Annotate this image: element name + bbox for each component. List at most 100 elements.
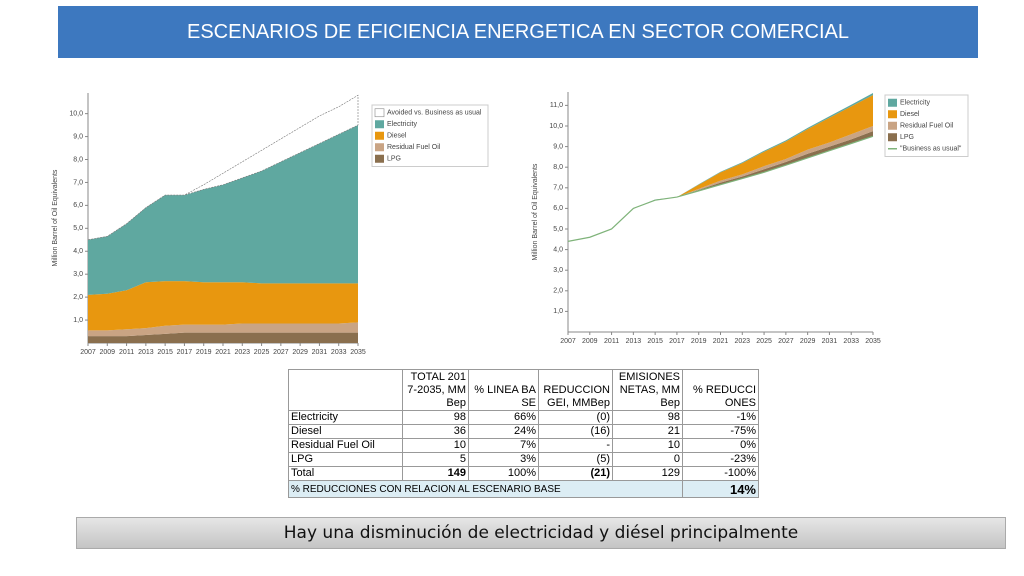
legend-label: Electricity xyxy=(387,121,417,128)
y-tick-label: 10,0 xyxy=(549,123,563,130)
y-tick-label: 5,0 xyxy=(553,226,563,233)
x-tick-label: 2013 xyxy=(626,338,642,345)
column-header: % REDUCCIONES xyxy=(682,369,759,411)
footer-row: % REDUCCIONES CON RELACION AL ESCENARIO … xyxy=(288,480,759,498)
x-tick-label: 2033 xyxy=(331,349,347,356)
y-tick-label: 5,0 xyxy=(73,225,83,232)
y-tick-label: 8,0 xyxy=(73,156,83,163)
table-cell: (0) xyxy=(538,410,613,425)
legend-box xyxy=(371,104,489,167)
y-tick-label: 10,0 xyxy=(69,110,83,117)
legend-label: Residual Fuel Oil xyxy=(387,144,441,151)
column-header: REDUCCION GEI, MMBep xyxy=(538,369,613,411)
y-tick-label: 1,0 xyxy=(553,308,563,315)
x-tick-label: 2035 xyxy=(865,338,881,345)
y-tick-label: 9,0 xyxy=(553,143,563,150)
legend-label: Diesel xyxy=(387,133,407,140)
table-cell: 5 xyxy=(402,452,469,467)
x-tick-label: 2015 xyxy=(647,338,663,345)
table-cell: -75% xyxy=(682,424,759,439)
y-tick-label: 3,0 xyxy=(73,271,83,278)
table-cell: (21) xyxy=(538,466,613,481)
x-tick-label: 2007 xyxy=(80,349,96,356)
table-cell: 10 xyxy=(612,438,683,453)
legend-label: LPG xyxy=(387,156,401,163)
area xyxy=(88,281,358,331)
x-tick-label: 2027 xyxy=(273,349,289,356)
table-cell: 7% xyxy=(468,438,539,453)
x-tick-label: 2009 xyxy=(99,349,115,356)
area xyxy=(568,93,873,242)
legend-swatch xyxy=(375,143,384,152)
x-tick-label: 2033 xyxy=(843,338,859,345)
footer-value: 14% xyxy=(682,480,759,498)
table-cell: - xyxy=(538,438,613,453)
line xyxy=(567,135,874,242)
area xyxy=(87,94,359,241)
table-cell: 98 xyxy=(612,410,683,425)
y-axis-label: Million Barrel of Oil Equivalents xyxy=(52,169,59,266)
area xyxy=(88,332,358,343)
y-tick-label: 3,0 xyxy=(553,267,563,274)
x-tick-label: 2025 xyxy=(254,349,270,356)
y-tick-label: 7,0 xyxy=(73,179,83,186)
legend-box xyxy=(884,94,969,157)
table-cell: 3% xyxy=(468,452,539,467)
x-tick-label: 2027 xyxy=(778,338,794,345)
data-table: TOTAL 2017-2035, MMBep% LINEA BASE REDUCC… xyxy=(288,369,759,498)
table-cell: Diesel xyxy=(288,424,403,439)
legend-label: "Business as usual" xyxy=(900,146,962,153)
x-tick-label: 2011 xyxy=(604,338,619,345)
legend-swatch xyxy=(375,131,384,140)
legend-swatch xyxy=(375,154,384,163)
column-header: % LINEA BASE xyxy=(468,369,539,411)
x-tick-label: 2019 xyxy=(691,338,707,345)
caption: Hay una disminución de electricidad y di… xyxy=(76,517,1006,549)
y-tick-label: 11,0 xyxy=(550,102,563,109)
area xyxy=(568,95,873,242)
x-tick-label: 2025 xyxy=(756,338,772,345)
x-tick-label: 2017 xyxy=(177,349,193,356)
legend-swatch xyxy=(888,98,897,107)
table-row: Total 149 100% (21) 129 -100% xyxy=(288,466,759,481)
footer-label: % REDUCCIONES CON RELACION AL ESCENARIO … xyxy=(288,480,683,498)
legend-swatch xyxy=(375,120,384,129)
table-cell: 24% xyxy=(468,424,539,439)
table-cell: 100% xyxy=(468,466,539,481)
x-tick-label: 2007 xyxy=(560,338,576,345)
table-cell: 21 xyxy=(612,424,683,439)
y-tick-label: 8,0 xyxy=(553,164,563,171)
y-tick-label: 2,0 xyxy=(553,288,563,295)
y-tick-label: 6,0 xyxy=(553,205,563,212)
header-row: TOTAL 2017-2035, MMBep% LINEA BASE REDUCC… xyxy=(288,369,759,411)
x-tick-label: 2015 xyxy=(157,349,173,356)
x-tick-label: 2009 xyxy=(582,338,598,345)
y-tick-label: 7,0 xyxy=(553,185,563,192)
y-tick-label: 6,0 xyxy=(73,202,83,209)
area xyxy=(568,125,873,242)
table-cell: -23% xyxy=(682,452,759,467)
x-tick-label: 2011 xyxy=(119,349,134,356)
table-cell: Electricity xyxy=(288,410,403,425)
legend-label: Electricity xyxy=(900,100,930,107)
y-axis-label: Million Barrel of Oil Equivalents xyxy=(532,163,539,260)
column-header: EMISIONES NETAS, MMBep xyxy=(612,369,683,411)
y-tick-label: 2,0 xyxy=(73,294,83,301)
column-header: TOTAL 2017-2035, MMBep xyxy=(402,369,469,411)
table-cell: 0% xyxy=(682,438,759,453)
table-row: Electricity 98 66% (0) 98 -1% xyxy=(288,410,759,425)
table-cell: LPG xyxy=(288,452,403,467)
x-tick-label: 2021 xyxy=(215,349,231,356)
table-row: Residual Fuel Oil 10 7% -10 0% xyxy=(288,438,759,453)
x-tick-label: 2031 xyxy=(312,349,328,356)
table-cell: 98 xyxy=(402,410,469,425)
table-cell: (5) xyxy=(538,452,613,467)
legend-swatch xyxy=(374,108,385,118)
x-tick-label: 2017 xyxy=(669,338,685,345)
table-cell: -1% xyxy=(682,410,759,425)
x-tick-label: 2029 xyxy=(292,349,308,356)
x-tick-label: 2031 xyxy=(822,338,838,345)
table-cell: 0 xyxy=(612,452,683,467)
